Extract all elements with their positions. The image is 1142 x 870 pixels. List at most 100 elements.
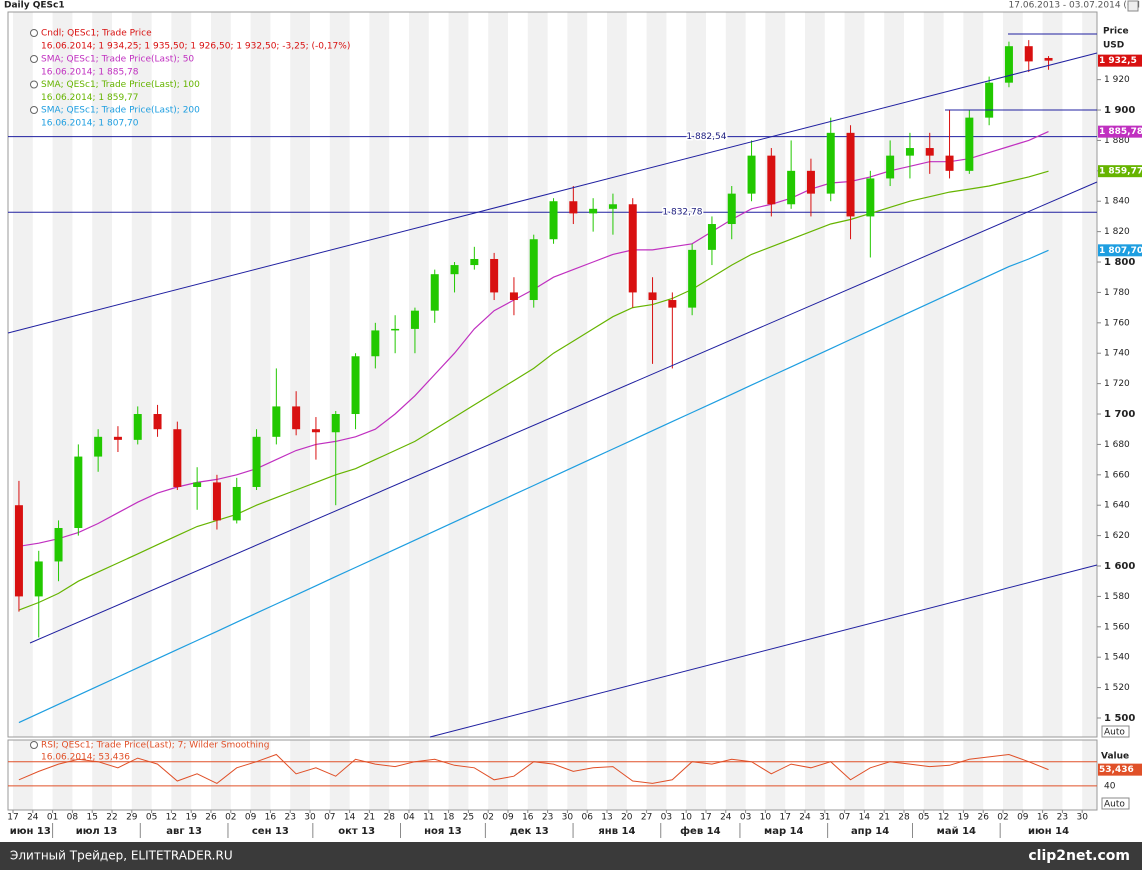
week-band bbox=[171, 12, 192, 737]
auto-label[interactable]: Auto bbox=[1104, 800, 1125, 810]
candle-body bbox=[787, 170, 796, 205]
candle-body bbox=[628, 204, 637, 293]
x-tick-label: 09 bbox=[1017, 813, 1029, 823]
candle-body bbox=[470, 258, 479, 266]
y-tick-label: 1 560 bbox=[1104, 622, 1130, 632]
auto-button[interactable] bbox=[1101, 725, 1130, 738]
candle-body bbox=[1044, 57, 1053, 61]
y-tick-label: 1 540 bbox=[1104, 653, 1130, 663]
x-tick-label: 24 bbox=[27, 813, 39, 823]
legend-name: RSI; QESc1; Trade Price(Last); 7; Wilder… bbox=[41, 741, 269, 751]
x-tick-label: 05 bbox=[918, 813, 929, 823]
x-tick-label: 25 bbox=[463, 813, 474, 823]
candle-body bbox=[648, 292, 657, 301]
legend-detail: 16.06.2014; 1 934,25; 1 935,50; 1 926,50… bbox=[41, 42, 350, 52]
y-tick-label: 1 740 bbox=[1104, 349, 1130, 359]
candle-body bbox=[153, 414, 162, 430]
candle-body bbox=[391, 328, 400, 331]
x-tick-label: 20 bbox=[621, 813, 633, 823]
y-tick-label: 1 500 bbox=[1104, 713, 1135, 724]
month-label: июн 13 bbox=[10, 826, 51, 837]
week-band bbox=[765, 740, 786, 810]
week-band bbox=[131, 740, 152, 810]
panel-button[interactable] bbox=[1127, 0, 1139, 12]
week-band bbox=[409, 740, 429, 810]
price-label: Price bbox=[1103, 27, 1129, 37]
x-tick-label: 13 bbox=[601, 813, 612, 823]
x-tick-label: 12 bbox=[166, 813, 177, 823]
x-tick-label: 23 bbox=[542, 813, 553, 823]
candle-body bbox=[589, 208, 598, 214]
candle-body bbox=[767, 155, 776, 205]
x-tick-label: 21 bbox=[878, 813, 889, 823]
candle-body bbox=[747, 155, 756, 194]
x-tick-label: 15 bbox=[86, 813, 97, 823]
candle-body bbox=[450, 265, 459, 275]
y-tick-label: 1 820 bbox=[1104, 227, 1130, 237]
x-tick-label: 17 bbox=[779, 813, 790, 823]
candle-body bbox=[905, 148, 914, 156]
week-band bbox=[527, 12, 548, 737]
trend-line bbox=[429, 564, 1098, 738]
x-tick-label: 02 bbox=[482, 813, 493, 823]
week-band bbox=[13, 12, 33, 737]
unit-label: USD bbox=[1103, 41, 1124, 51]
sma-line bbox=[18, 249, 1049, 724]
week-band bbox=[13, 740, 33, 810]
x-tick-label: 16 bbox=[265, 813, 277, 823]
value-box bbox=[1098, 125, 1142, 138]
header-range: 17.06.2013 - 03.07.2014 (CH bbox=[1009, 1, 1140, 11]
x-tick-label: 02 bbox=[225, 813, 236, 823]
week-band bbox=[1003, 740, 1023, 810]
legend-name: SMA; QESc1; Trade Price(Last); 50 bbox=[41, 55, 194, 65]
y-tick-label: 1 620 bbox=[1104, 531, 1130, 541]
x-tick-label: 26 bbox=[205, 813, 217, 823]
footer-bar bbox=[0, 842, 1142, 870]
x-tick-label: 22 bbox=[106, 813, 117, 823]
legend-detail: 16.06.2014; 53,436 bbox=[41, 753, 130, 763]
x-tick-label: 12 bbox=[938, 813, 949, 823]
x-tick-label: 29 bbox=[126, 813, 138, 823]
auto-button[interactable] bbox=[1101, 797, 1130, 810]
x-tick-label: 09 bbox=[245, 813, 257, 823]
week-band bbox=[329, 12, 350, 737]
footer-right: clip2net.com bbox=[1028, 848, 1130, 864]
y-tick-label: 1 800 bbox=[1104, 257, 1135, 268]
candle-body bbox=[1004, 46, 1013, 83]
week-band bbox=[527, 740, 548, 810]
month-label: янв 14 bbox=[598, 826, 635, 837]
candle-body bbox=[212, 482, 221, 521]
week-band bbox=[923, 12, 944, 737]
legend-name: Cndl; QESc1; Trade Price bbox=[41, 29, 152, 39]
week-band bbox=[1082, 12, 1097, 737]
week-band bbox=[171, 740, 192, 810]
candle-body bbox=[727, 193, 736, 225]
week-band bbox=[963, 740, 984, 810]
x-tick-label: 23 bbox=[1057, 813, 1068, 823]
candle-body bbox=[292, 406, 301, 430]
x-tick-label: 01 bbox=[47, 813, 58, 823]
month-label: окт 13 bbox=[338, 826, 375, 837]
x-tick-label: 24 bbox=[720, 813, 732, 823]
month-label: авг 13 bbox=[166, 826, 202, 837]
x-tick-label: 16 bbox=[522, 813, 534, 823]
candle-body bbox=[113, 436, 122, 440]
candle-body bbox=[331, 414, 340, 433]
week-band bbox=[250, 12, 271, 737]
y-tick-label: 1 520 bbox=[1104, 683, 1130, 693]
x-tick-label: 27 bbox=[641, 813, 652, 823]
candle-body bbox=[272, 406, 281, 437]
week-band bbox=[1042, 12, 1063, 737]
x-tick-label: 17 bbox=[7, 813, 18, 823]
week-band bbox=[567, 12, 588, 737]
x-tick-label: 28 bbox=[898, 813, 910, 823]
legend-icon bbox=[30, 29, 38, 37]
auto-label[interactable]: Auto bbox=[1104, 728, 1125, 738]
rsi-tick-label: 40 bbox=[1104, 781, 1116, 791]
candle-body bbox=[806, 170, 815, 194]
week-band bbox=[805, 12, 825, 737]
month-label: июл 13 bbox=[76, 826, 117, 837]
y-tick-label: 1 920 bbox=[1104, 75, 1130, 85]
candle-body bbox=[371, 330, 380, 357]
